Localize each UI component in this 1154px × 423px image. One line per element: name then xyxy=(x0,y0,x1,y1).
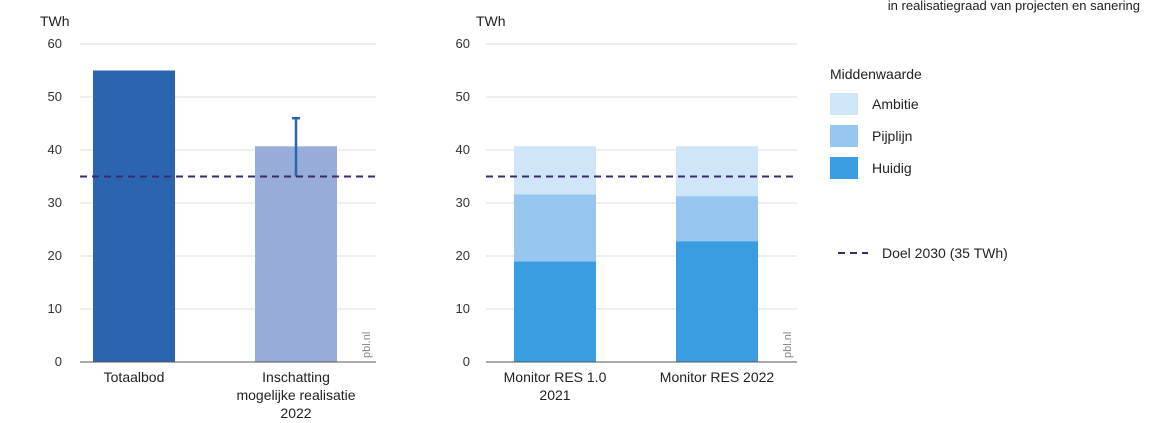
category-label: Totaalbod xyxy=(104,369,165,385)
bar-segment-pijplijn xyxy=(514,194,596,262)
y-tick-label: 10 xyxy=(456,301,470,316)
y-unit-label: TWh xyxy=(476,13,506,29)
legend: Middenwaarde Ambitie Pijplijn Huidig Doel 20… xyxy=(830,66,1008,261)
y-tick-label: 50 xyxy=(456,89,470,104)
chart-panel-left: TWh 0 10 20 30 40 50 60 Totaalbod Inschatting moge… xyxy=(40,13,376,421)
category-label: Monitor RES 1.0 2021 xyxy=(504,369,607,403)
bar-segment-huidig xyxy=(514,261,596,362)
y-tick-label: 40 xyxy=(456,142,470,157)
legend-title: Middenwaarde xyxy=(830,66,922,82)
y-tick-label: 10 xyxy=(48,301,62,316)
y-tick-label: 20 xyxy=(456,248,470,263)
category-label: Inschatting mogelijke realisatie 2022 xyxy=(236,369,355,421)
source-label: pbl.nl xyxy=(782,332,794,358)
legend-swatch-pijplijn xyxy=(830,125,858,147)
legend-swatch-ambitie xyxy=(830,93,858,115)
bar-segment-ambitie xyxy=(676,146,758,197)
y-tick-label: 40 xyxy=(48,142,62,157)
legend-label-huidig: Huidig xyxy=(872,160,912,176)
y-tick-label: 30 xyxy=(48,195,62,210)
y-tick-label: 60 xyxy=(48,36,62,51)
y-tick-label: 20 xyxy=(48,248,62,263)
bar xyxy=(93,70,175,362)
source-label: pbl.nl xyxy=(361,332,373,358)
y-tick-label: 0 xyxy=(55,354,62,369)
bar-segment-ambitie xyxy=(514,146,596,195)
legend-swatch-huidig xyxy=(830,157,858,179)
y-unit-label: TWh xyxy=(40,13,70,29)
chart-panel-right: TWh 0 10 20 30 40 50 60 Monitor RES 1.0 2021 Monit… xyxy=(456,13,797,403)
y-tick-label: 60 xyxy=(456,36,470,51)
bar xyxy=(255,146,337,362)
bar-segment-pijplijn xyxy=(676,196,758,242)
legend-label-ambitie: Ambitie xyxy=(872,96,919,112)
y-tick-label: 30 xyxy=(456,195,470,210)
y-tick-label: 0 xyxy=(463,354,470,369)
top-note: in realisatiegraad van projecten en sane… xyxy=(888,0,1140,13)
bar-segment-huidig xyxy=(676,241,758,362)
legend-target-label: Doel 2030 (35 TWh) xyxy=(882,245,1008,261)
legend-label-pijplijn: Pijplijn xyxy=(872,128,912,144)
category-label: Monitor RES 2022 xyxy=(660,369,775,385)
y-tick-label: 50 xyxy=(48,89,62,104)
